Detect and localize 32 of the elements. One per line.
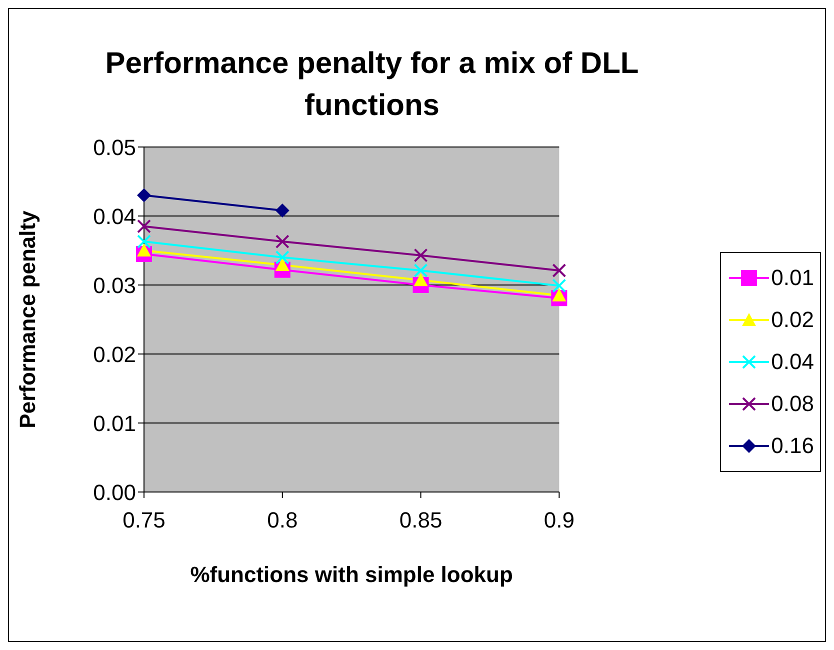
x-tick-label: 0.8 xyxy=(267,508,298,533)
point xyxy=(552,288,566,302)
legend-label: 0.02 xyxy=(771,307,814,333)
y-tick-label: 0.04 xyxy=(93,204,136,229)
point xyxy=(275,234,290,249)
legend-label: 0.04 xyxy=(771,349,814,375)
y-axis-title: Performance penalty xyxy=(14,210,40,428)
point xyxy=(552,264,566,278)
legend-label: 0.08 xyxy=(771,391,814,417)
chart-title: Performance penalty for a mix of DLL functions xyxy=(104,46,640,124)
legend-label: 0.01 xyxy=(771,265,814,291)
y-tick-label: 0.05 xyxy=(93,134,136,160)
x-tick-label: 0.85 xyxy=(399,508,442,533)
y-tick-label: 0.00 xyxy=(93,480,136,505)
point xyxy=(414,264,428,278)
point xyxy=(414,273,428,286)
point xyxy=(414,248,428,262)
x-axis-title: %functions with simple lookup xyxy=(190,562,513,587)
legend-label: 0.16 xyxy=(771,433,814,459)
point xyxy=(275,250,290,264)
x-tick-label: 0.9 xyxy=(544,508,574,533)
y-tick-label: 0.01 xyxy=(93,410,136,436)
point xyxy=(552,278,566,293)
point xyxy=(137,244,151,256)
point xyxy=(137,188,151,202)
y-tick-label: 0.02 xyxy=(93,342,136,367)
y-tick-label: 0.03 xyxy=(93,272,136,298)
point xyxy=(275,203,290,218)
point xyxy=(137,234,151,249)
point xyxy=(275,258,290,271)
point xyxy=(137,219,151,234)
x-tick-label: 0.75 xyxy=(122,508,166,533)
